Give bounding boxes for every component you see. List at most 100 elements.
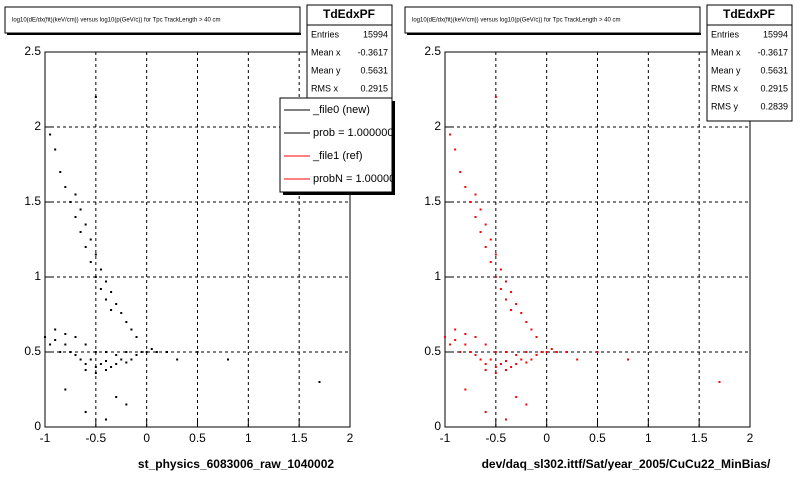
stats-label: RMS y — [711, 101, 739, 111]
point — [140, 351, 143, 353]
point — [94, 253, 97, 256]
x-tick-label: 1 — [245, 431, 252, 445]
point — [94, 96, 97, 98]
x-tick-label: 0 — [543, 431, 550, 445]
point — [227, 358, 229, 361]
point — [105, 418, 107, 421]
point — [449, 343, 452, 346]
point — [520, 358, 523, 361]
y-tick-label: 1.5 — [24, 194, 41, 208]
point — [94, 366, 97, 368]
point — [505, 351, 507, 353]
point — [515, 354, 518, 356]
point — [566, 351, 568, 353]
stats-label: Mean x — [711, 47, 741, 57]
point — [120, 312, 123, 314]
y-tick-label: 1 — [34, 269, 41, 283]
point — [64, 186, 67, 188]
point — [89, 261, 92, 263]
point — [484, 223, 487, 226]
point — [54, 328, 57, 331]
stats-label: Mean x — [311, 47, 341, 57]
point — [444, 336, 446, 338]
point — [59, 351, 62, 353]
point — [145, 351, 148, 353]
point — [89, 358, 92, 361]
point — [474, 354, 477, 356]
point — [84, 343, 87, 346]
point — [484, 363, 487, 365]
point — [464, 388, 467, 391]
point — [110, 309, 113, 311]
point — [627, 358, 629, 361]
point — [510, 366, 513, 368]
point — [454, 328, 457, 331]
point — [464, 186, 467, 188]
x-tick-label: -0.5 — [85, 431, 106, 445]
point — [454, 339, 457, 341]
stats-label: RMS x — [711, 83, 739, 93]
point — [545, 351, 548, 353]
point — [115, 303, 118, 305]
point — [484, 369, 487, 371]
point — [505, 360, 507, 362]
point — [464, 343, 467, 346]
point — [515, 303, 518, 305]
point — [596, 351, 599, 353]
point — [110, 291, 113, 293]
x-tick-label: -0.5 — [485, 431, 506, 445]
point — [484, 246, 487, 248]
point — [79, 208, 82, 211]
point — [494, 366, 497, 368]
point — [49, 133, 52, 136]
point — [464, 333, 467, 335]
point — [479, 231, 482, 233]
x-axis-label: st_physics_6083006_raw_1040002 — [138, 457, 334, 471]
point — [69, 351, 72, 353]
x-tick-label: 2 — [747, 431, 754, 445]
x-tick-label: 2 — [347, 431, 354, 445]
point — [125, 361, 128, 364]
x-tick-label: 1 — [645, 431, 652, 445]
point — [555, 351, 558, 353]
point — [484, 411, 487, 413]
stats-value: 0.2839 — [760, 101, 788, 111]
point — [505, 298, 507, 301]
stats-label: RMS x — [311, 83, 339, 93]
point — [505, 418, 507, 421]
point — [489, 238, 492, 241]
y-tick-label: 0.5 — [24, 344, 41, 358]
point — [115, 354, 118, 356]
point — [479, 208, 482, 211]
y-tick-label: 0 — [34, 419, 41, 433]
x-tick-label: 0.5 — [189, 431, 206, 445]
point — [69, 201, 72, 203]
chart-title: log10(dE/dx(fit)(keV/cm)) versus log10(p… — [12, 18, 220, 24]
y-tick-label: 1.5 — [424, 194, 441, 208]
point — [120, 358, 123, 361]
point — [125, 403, 128, 406]
y-tick-label: 2 — [34, 119, 41, 133]
point — [74, 193, 77, 196]
point — [89, 238, 92, 241]
point — [540, 351, 543, 353]
point — [135, 336, 138, 338]
point — [130, 328, 133, 331]
point — [474, 216, 477, 218]
point — [59, 171, 62, 173]
point — [155, 351, 158, 353]
y-tick-label: 1 — [434, 269, 441, 283]
point — [125, 351, 128, 353]
point — [84, 411, 87, 413]
point — [84, 223, 87, 226]
y-tick-label: 0.5 — [424, 344, 441, 358]
point — [525, 351, 528, 353]
stats-title: TdEdxPF — [723, 7, 775, 21]
point — [449, 133, 452, 136]
stats-title: TdEdxPF — [323, 7, 375, 21]
point — [74, 354, 77, 356]
legend-label: probN = 1.00000 — [313, 173, 395, 185]
point — [576, 358, 579, 361]
point — [44, 336, 46, 338]
point — [479, 358, 482, 361]
